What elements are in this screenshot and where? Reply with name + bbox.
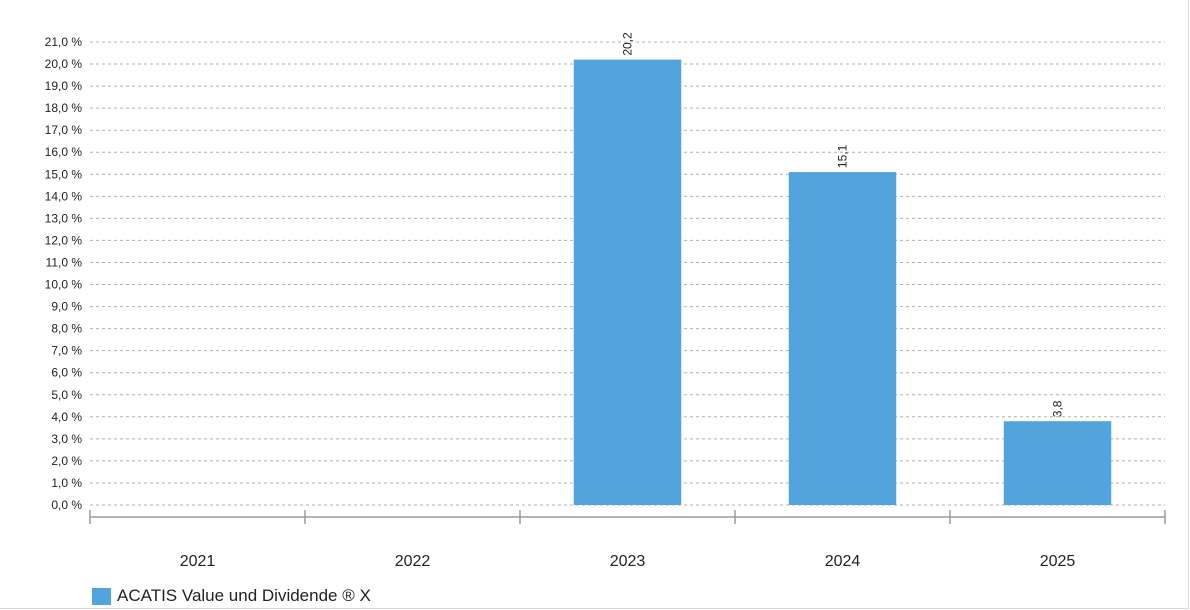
y-axis-ticks: 0,0 % 1,0 % 2,0 % 3,0 % 4,0 % 5,0 % 6,0 % 7,0 %… [45,35,83,512]
legend-swatch [92,587,111,605]
y-tick-label: 2,0 % [51,454,82,468]
bars [573,59,1112,506]
x-tick-label: 2023 [610,553,646,570]
y-tick-label: 16,0 % [45,145,83,159]
x-tick-label: 2024 [825,553,861,570]
legend: ACATIS Value und Dividende ® X [92,586,371,606]
y-tick-label: 10,0 % [45,278,83,292]
y-tick-label: 8,0 % [51,322,82,336]
y-tick-label: 11,0 % [46,255,83,269]
y-tick-label: 13,0 % [45,211,83,225]
y-tick-label: 0,0 % [51,498,82,512]
x-tick-label: 2025 [1040,553,1076,570]
x-tick-label: 2021 [180,553,216,570]
y-tick-label: 3,0 % [51,432,82,446]
y-tick-label: 9,0 % [51,300,82,314]
y-tick-label: 19,0 % [45,79,83,93]
bar-2024 [788,172,897,506]
legend-label: ACATIS Value und Dividende ® X [117,586,371,605]
y-tick-label: 1,0 % [51,476,82,490]
gridlines [90,41,1165,506]
y-tick-label: 5,0 % [51,388,82,402]
y-tick-label: 17,0 % [45,123,83,137]
data-label-2025: 3,8 [1051,400,1065,417]
y-tick-label: 14,0 % [45,189,83,203]
y-tick-label: 21,0 % [45,35,83,49]
y-tick-label: 15,0 % [45,167,83,181]
x-axis-ticks: 2021 2022 2023 2024 2025 [180,553,1076,570]
y-tick-label: 20,0 % [45,57,83,71]
y-tick-label: 6,0 % [51,366,82,380]
y-tick-label: 7,0 % [51,344,82,358]
bar-2023 [573,59,682,506]
y-tick-label: 12,0 % [45,233,83,247]
data-label-2023: 20,2 [621,32,635,56]
data-labels: 20,2 15,1 3,8 [621,32,1065,417]
x-axis [89,510,1166,524]
y-tick-label: 18,0 % [45,101,83,115]
y-tick-label: 4,0 % [51,410,82,424]
x-tick-label: 2022 [395,553,431,570]
bar-2025 [1003,421,1112,505]
data-label-2024: 15,1 [836,144,850,168]
